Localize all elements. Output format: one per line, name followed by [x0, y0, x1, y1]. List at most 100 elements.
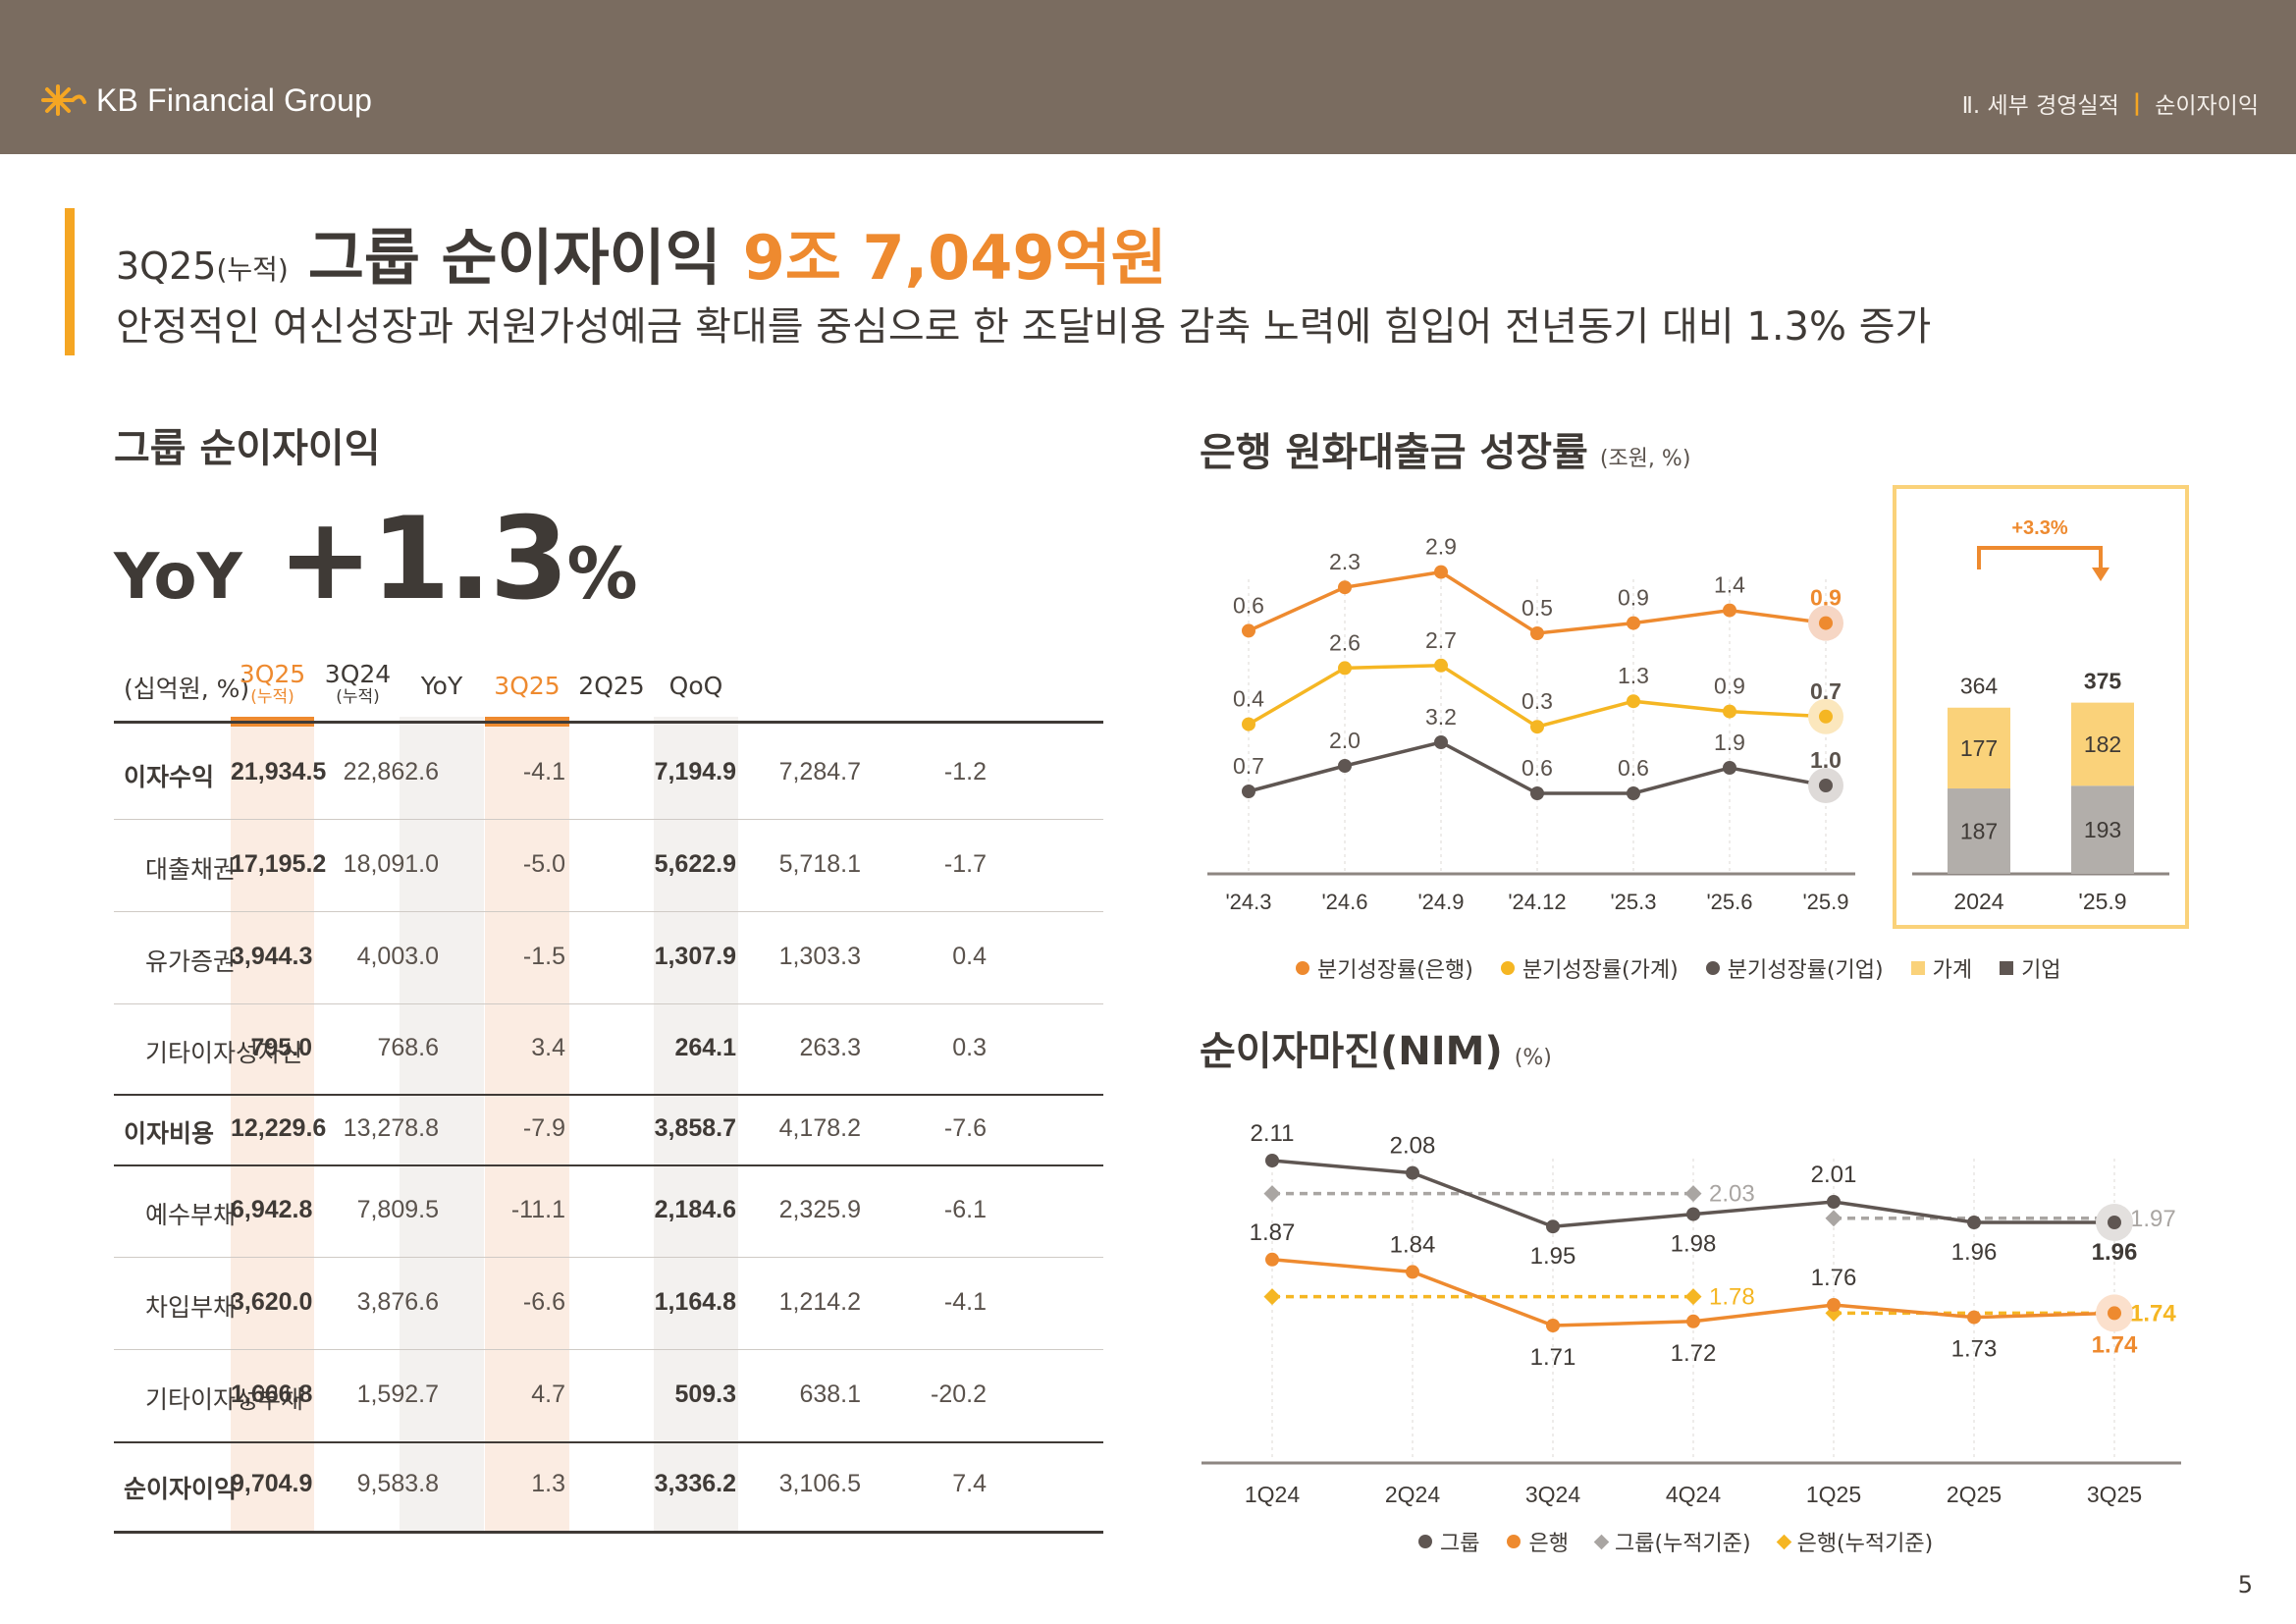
data-label: 1.72 — [1671, 1340, 1717, 1367]
table-cell: 3.4 — [531, 1034, 565, 1061]
loan-growth-title-text: 은행 원화대출금 성장률 — [1200, 430, 1588, 475]
table-cell: 0.4 — [952, 943, 987, 970]
table-header-2: YoY — [400, 672, 484, 752]
table-header-1: 3Q24 (누적) — [316, 660, 400, 740]
highlight-column-quarter — [485, 640, 569, 1534]
table-cell: 638.1 — [799, 1380, 861, 1408]
data-label: 1.74 — [2092, 1331, 2138, 1358]
cumulative-label: 1.78 — [1709, 1284, 1755, 1311]
legend-label: 기업 — [2021, 958, 2061, 983]
data-point — [1723, 761, 1736, 775]
table-cell: -20.2 — [931, 1380, 987, 1408]
data-point — [1242, 717, 1255, 731]
table-cell: 3,944.3 — [231, 943, 313, 970]
legend-swatch — [1776, 1534, 1791, 1549]
table-header-label: YoY — [420, 672, 463, 700]
legend-swatch — [1910, 961, 1925, 975]
table-cell: 7,809.5 — [356, 1196, 439, 1223]
yoy-value: +1.3 — [277, 493, 569, 625]
data-point — [1530, 626, 1544, 640]
breadcrumb-subsection[interactable]: 순이자이익 — [2155, 93, 2259, 119]
data-point — [1627, 786, 1640, 800]
x-tick-label: 2Q24 — [1385, 1482, 1440, 1507]
cumulative-point — [1684, 1288, 1702, 1306]
legend-item: 분기성장률(기업) — [1705, 952, 1884, 984]
table-cell: 1.3 — [531, 1470, 565, 1497]
bar-segment-label: 182 — [2084, 731, 2121, 757]
data-point — [1338, 580, 1352, 595]
breadcrumb-section[interactable]: Ⅱ. 세부 경영실적 — [1961, 93, 2119, 119]
bar-segment-label: 193 — [2084, 817, 2121, 842]
table-header-label: 3Q25 — [494, 672, 561, 700]
nim-title: 순이자마진(NIM) (%) — [1200, 1019, 1552, 1076]
table-cell: 768.6 — [377, 1034, 439, 1061]
legend-label: 가계 — [1932, 958, 1973, 983]
table-cell: -7.9 — [522, 1114, 565, 1142]
table-cell: 509.3 — [674, 1380, 736, 1408]
table-cell: 1,164.8 — [654, 1288, 736, 1316]
table-cell: -4.1 — [522, 758, 565, 785]
page-title: 3Q25 (누적) 그룹 순이자이익 9조 7,049억원 — [116, 208, 1167, 297]
x-tick-label: 1Q25 — [1806, 1482, 1861, 1507]
growth-label: +3.3% — [2011, 517, 2067, 539]
legend-item: 분기성장률(은행) — [1296, 952, 1473, 984]
nim-line-chart: 1Q24 2Q24 3Q24 4Q24 1Q25 2Q25 3Q25 2.03 1.97 1.78… — [1201, 1120, 2181, 1507]
table-group-rule — [114, 1164, 1103, 1166]
table-cell: -1.7 — [943, 850, 987, 878]
table-cell: 1,307.9 — [654, 943, 736, 970]
data-label: 1.98 — [1671, 1231, 1717, 1258]
data-point — [1434, 565, 1448, 579]
nim-unit: (%) — [1514, 1046, 1552, 1070]
table-cell: 1,303.3 — [778, 943, 861, 970]
data-label: 1.73 — [1951, 1336, 1998, 1363]
headline-note: (누적) — [216, 253, 289, 286]
cumulative-label: 1.74 — [2130, 1300, 2176, 1326]
loan-growth-unit: (조원, %) — [1599, 447, 1691, 471]
stacked-chart-frame — [1893, 485, 2189, 929]
kb-logo[interactable]: KB Financial Group — [37, 81, 372, 120]
loan-growth-title: 은행 원화대출금 성장률 (조원, %) — [1200, 420, 1690, 477]
legend-item: 분기성장률(가계) — [1500, 952, 1679, 984]
x-tick-label: 2Q25 — [1947, 1482, 2002, 1507]
table-unit: (십억원, %) — [124, 675, 250, 703]
table-header-label: 3Q24 — [324, 660, 392, 688]
table-cell: 3,876.6 — [356, 1288, 439, 1316]
legend-item: 기업 — [2000, 952, 2061, 984]
table-cell: 2,325.9 — [778, 1196, 861, 1223]
legend-swatch — [2000, 961, 2014, 975]
page-subtitle: 안정적인 여신성장과 저원가성예금 확대를 중심으로 한 조달비용 감축 노력에… — [116, 304, 1932, 350]
yoy-label: YoY — [114, 541, 242, 614]
table-row-label: 유가증권 — [145, 947, 237, 976]
x-tick-label: 3Q24 — [1525, 1482, 1580, 1507]
table-row-label: 기타이자성부채 — [145, 1385, 304, 1414]
table-cell: 3,336.2 — [654, 1470, 736, 1497]
legend-item: 은행(누적기준) — [1776, 1526, 1933, 1557]
bar-segment-1 — [1948, 707, 2010, 789]
cumulative-point — [1684, 1185, 1702, 1203]
growth-arrow-head — [2092, 568, 2109, 581]
table-cell: 18,091.0 — [343, 850, 439, 878]
table-group-rule — [114, 1441, 1103, 1443]
table-bottom-rule — [114, 1531, 1103, 1534]
data-point — [1819, 779, 1833, 792]
x-tick-label: '24.3 — [1225, 890, 1271, 914]
data-point — [1434, 735, 1448, 749]
data-label: 1.4 — [1714, 572, 1745, 598]
qoq-column-bg — [654, 640, 738, 1534]
bar-segment-0 — [2071, 785, 2134, 874]
table-cell: 0.3 — [952, 1034, 987, 1061]
table-group-rule — [114, 1094, 1103, 1096]
table-header-3: 3Q25 — [485, 672, 569, 752]
data-point — [1723, 704, 1736, 719]
table-row-label: 이자비용 — [124, 1119, 215, 1148]
x-tick-label: '25.6 — [1706, 890, 1752, 914]
x-tick-label: 2024 — [1953, 889, 2003, 914]
table-cell: 264.1 — [674, 1034, 736, 1061]
data-label: 0.7 — [1233, 753, 1264, 779]
table-cell: 2,184.6 — [654, 1196, 736, 1223]
table-row-label: 예수부채 — [145, 1201, 237, 1229]
table-cell: 3,858.7 — [654, 1114, 736, 1142]
nim-legend: 그룹 은행 그룹(누적기준) 은행(누적기준) — [1418, 1526, 1933, 1557]
data-label: 0.5 — [1522, 595, 1553, 621]
table-cell: -5.0 — [522, 850, 565, 878]
